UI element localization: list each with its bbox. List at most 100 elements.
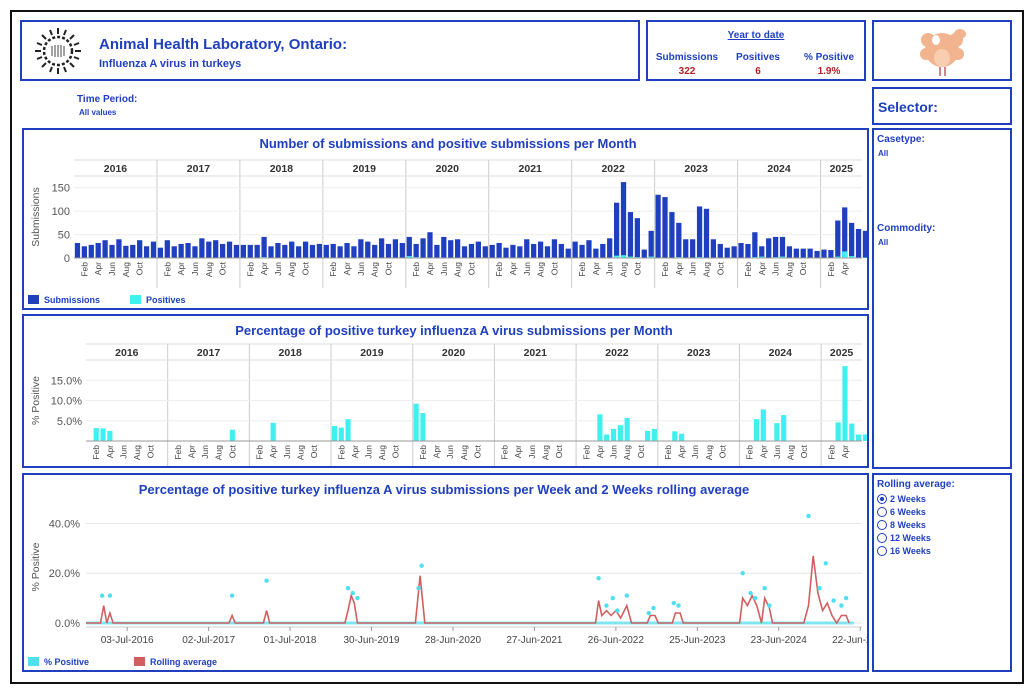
bar-submissions <box>482 246 488 258</box>
month-tick-label: Apr <box>840 445 850 458</box>
pct-positive-point <box>264 578 269 583</box>
rolling-option[interactable]: 6 Weeks <box>877 505 931 518</box>
bar-submissions <box>724 247 730 258</box>
pct-positive-point <box>604 603 609 608</box>
x-tick-label: 25-Jun-2023 <box>669 635 726 646</box>
month-tick-label: Aug <box>370 262 380 277</box>
month-tick-label: Aug <box>287 262 297 277</box>
submissions-chart: Number of submissions and positive submi… <box>28 136 869 305</box>
pct-positive-point <box>740 571 745 576</box>
month-tick-label: Feb <box>581 445 591 460</box>
bar-submissions <box>150 241 157 258</box>
bar-pct-positive <box>604 434 610 441</box>
bar-submissions <box>296 246 302 258</box>
bar-pct-positive <box>651 428 657 441</box>
month-tick-label: Oct <box>146 444 156 458</box>
bar-submissions <box>662 197 668 258</box>
bar-submissions <box>849 222 855 258</box>
bar-submissions <box>413 243 419 258</box>
ytd-box: Year to date Submissions Positives % Pos… <box>646 20 866 81</box>
bar-positives <box>849 256 855 258</box>
bar-submissions <box>330 243 336 258</box>
rolling-option[interactable]: 16 Weeks <box>877 544 931 557</box>
rolling-option[interactable]: 2 Weeks <box>877 492 931 505</box>
radio-button[interactable] <box>877 545 887 556</box>
page-subtitle: Influenza A virus in turkeys <box>99 58 242 70</box>
bar-submissions <box>503 247 509 258</box>
month-tick-label: Jun <box>363 445 373 459</box>
y-axis-label: Submissions <box>30 187 42 247</box>
bar-submissions <box>123 245 129 258</box>
pct-positive-point <box>676 603 681 608</box>
bar-submissions <box>696 206 703 258</box>
bar-submissions <box>496 243 502 258</box>
bar-submissions <box>544 246 551 258</box>
month-tick-label: Feb <box>663 445 673 460</box>
bar-pct-positive <box>345 419 351 441</box>
bar-positives <box>613 255 620 258</box>
bar-submissions <box>365 241 371 258</box>
legend-swatch <box>134 657 145 666</box>
bar-pct-positive <box>229 429 235 441</box>
radio-button[interactable] <box>877 519 887 530</box>
rolling-option[interactable]: 8 Weeks <box>877 518 931 531</box>
commodity-value[interactable]: All <box>878 238 889 247</box>
month-tick-label: Oct <box>218 261 228 275</box>
bar-submissions <box>233 244 240 258</box>
radio-button[interactable] <box>877 506 887 517</box>
month-tick-label: Jun <box>527 445 537 459</box>
bar-submissions <box>779 236 786 258</box>
bar-submissions <box>572 241 578 258</box>
bar-submissions <box>766 238 772 258</box>
radio-button[interactable] <box>877 532 887 543</box>
pct-positive-point <box>817 585 822 591</box>
month-tick-label: Oct <box>549 261 559 275</box>
month-tick-label: Apr <box>757 262 767 275</box>
bar-submissions <box>800 248 806 258</box>
x-tick-label: 02-Jul-2017 <box>182 635 235 646</box>
year-label: 2019 <box>353 163 377 175</box>
bar-submissions <box>178 243 184 258</box>
bar-submissions <box>116 239 122 258</box>
chart3-panel: Percentage of positive turkey influenza … <box>22 473 889 672</box>
bar-pct-positive <box>679 433 685 441</box>
y-tick-label: 20.0% <box>49 568 80 580</box>
month-tick-label: Oct <box>798 261 808 275</box>
bar-submissions <box>289 241 295 258</box>
month-tick-label: Feb <box>745 445 755 460</box>
month-tick-label: Jun <box>107 262 117 276</box>
month-tick-label: Jun <box>522 262 532 276</box>
radio-button[interactable] <box>877 493 887 504</box>
legend-swatch <box>28 295 39 304</box>
legend-swatch <box>130 295 141 304</box>
legend-label: Positives <box>146 295 186 305</box>
bar-submissions <box>95 243 101 258</box>
pct-positive-point <box>345 585 351 591</box>
rolling-option[interactable]: 12 Weeks <box>877 531 931 544</box>
bar-positives <box>627 256 634 258</box>
month-tick-label: Feb <box>494 262 504 277</box>
bar-submissions <box>261 236 267 258</box>
bar-submissions <box>455 239 461 258</box>
bar-submissions <box>434 244 440 258</box>
x-tick-label: 22-Jun-2025 <box>832 635 867 646</box>
bar-submissions <box>102 240 108 258</box>
pct-positive-point <box>839 603 844 608</box>
month-tick-label: Oct <box>301 261 311 275</box>
casetype-value[interactable]: All <box>878 149 889 158</box>
year-label: 2023 <box>687 347 711 359</box>
bar-submissions <box>448 240 454 258</box>
month-tick-label: Apr <box>595 445 605 458</box>
month-tick-label: Apr <box>268 445 278 458</box>
month-tick-label: Apr <box>508 262 518 275</box>
bar-pct-positive <box>597 414 603 441</box>
ytd-positives-value: 6 <box>755 66 761 77</box>
bar-pct-positive <box>842 366 848 441</box>
month-tick-label: Aug <box>540 445 550 460</box>
y-tick-label: 15.0% <box>51 375 82 387</box>
bar-submissions <box>282 244 288 258</box>
rolling-option-label: 6 Weeks <box>890 506 926 517</box>
time-period-value[interactable]: All values <box>79 108 117 117</box>
bar-submissions <box>565 248 571 258</box>
month-tick-label: Feb <box>162 262 172 277</box>
